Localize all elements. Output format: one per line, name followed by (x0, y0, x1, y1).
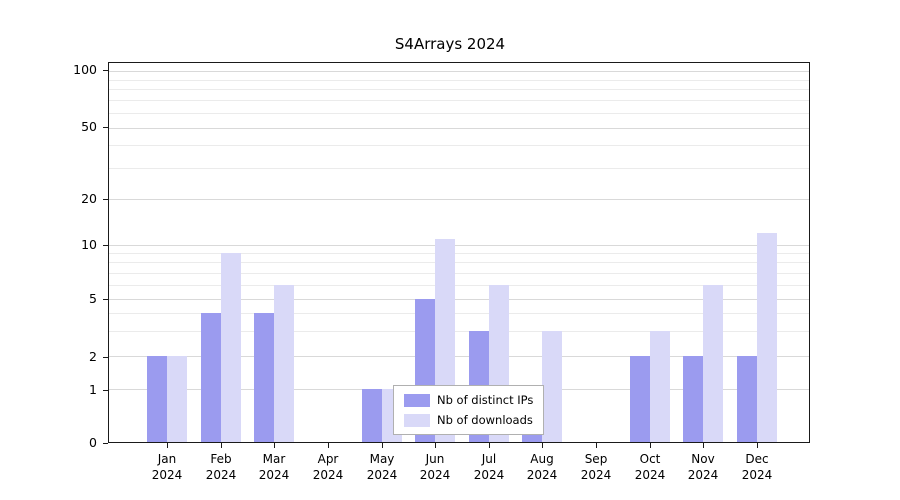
x-tick-label: Jan 2024 (151, 452, 183, 483)
legend-swatch (404, 393, 430, 407)
bar (737, 356, 757, 442)
x-tick-mark (167, 443, 168, 448)
gridline-major (109, 71, 809, 72)
x-tick-mark (274, 443, 275, 448)
x-tick-mark (435, 443, 436, 448)
bar (221, 253, 241, 442)
y-tick-mark (103, 443, 108, 444)
bar (362, 389, 382, 442)
x-tick-mark (650, 443, 651, 448)
bar (147, 356, 167, 442)
bar (542, 331, 562, 442)
y-tick-label: 10 (81, 237, 97, 252)
gridline-major (109, 356, 809, 357)
x-tick-mark (542, 443, 543, 448)
legend-swatch (404, 413, 430, 427)
gridline-minor (109, 262, 809, 263)
gridline-major (109, 245, 809, 246)
legend-item: Nb of downloads (404, 413, 533, 427)
x-tick-mark (489, 443, 490, 448)
legend-label: Nb of downloads (437, 413, 533, 427)
y-tick-label: 100 (73, 62, 97, 77)
bar (703, 285, 723, 442)
plot-area (108, 62, 810, 443)
gridline-minor (109, 80, 809, 81)
bar (201, 313, 221, 442)
y-tick-mark (103, 245, 108, 246)
gridline-minor (109, 285, 809, 286)
gridline-major (109, 128, 809, 129)
x-tick-label: Dec 2024 (741, 452, 773, 483)
gridline-minor (109, 313, 809, 314)
gridline-minor (109, 168, 809, 169)
y-tick-mark (103, 299, 108, 300)
x-tick-mark (328, 443, 329, 448)
y-tick-label: 0 (89, 435, 97, 450)
gridline-major (109, 299, 809, 300)
x-tick-label: Oct 2024 (634, 452, 666, 483)
x-tick-mark (221, 443, 222, 448)
x-tick-label: May 2024 (366, 452, 398, 483)
gridline-minor (109, 273, 809, 274)
x-tick-label: Jul 2024 (473, 452, 505, 483)
gridline-minor (109, 331, 809, 332)
gridline-minor (109, 100, 809, 101)
y-tick-mark (103, 127, 108, 128)
gridline-minor (109, 145, 809, 146)
y-tick-mark (103, 70, 108, 71)
x-tick-label: Mar 2024 (258, 452, 290, 483)
bar (683, 356, 703, 442)
y-tick-label: 2 (89, 349, 97, 364)
y-tick-label: 5 (89, 291, 97, 306)
y-tick-label: 1 (89, 382, 97, 397)
x-tick-label: Apr 2024 (312, 452, 344, 483)
x-tick-label: Feb 2024 (205, 452, 237, 483)
x-tick-label: Nov 2024 (687, 452, 719, 483)
bar (757, 233, 777, 442)
x-tick-mark (757, 443, 758, 448)
chart-title: S4Arrays 2024 (394, 35, 506, 53)
bar (167, 356, 187, 442)
gridline-major (109, 199, 809, 200)
bar (254, 313, 274, 442)
x-tick-mark (703, 443, 704, 448)
legend-label: Nb of distinct IPs (437, 393, 534, 407)
bar (650, 331, 670, 442)
x-tick-mark (382, 443, 383, 448)
x-tick-label: Aug 2024 (526, 452, 558, 483)
y-tick-mark (103, 390, 108, 391)
gridline-minor (109, 89, 809, 90)
y-tick-mark (103, 357, 108, 358)
x-tick-mark (596, 443, 597, 448)
legend-item: Nb of distinct IPs (404, 393, 533, 407)
y-tick-mark (103, 199, 108, 200)
gridline-minor (109, 253, 809, 254)
y-tick-label: 50 (81, 119, 97, 134)
bar (274, 285, 294, 442)
legend: Nb of distinct IPs Nb of downloads (393, 385, 545, 435)
x-tick-label: Jun 2024 (419, 452, 451, 483)
bar (630, 356, 650, 442)
y-tick-label: 20 (81, 191, 97, 206)
x-tick-label: Sep 2024 (580, 452, 612, 483)
gridline-minor (109, 113, 809, 114)
